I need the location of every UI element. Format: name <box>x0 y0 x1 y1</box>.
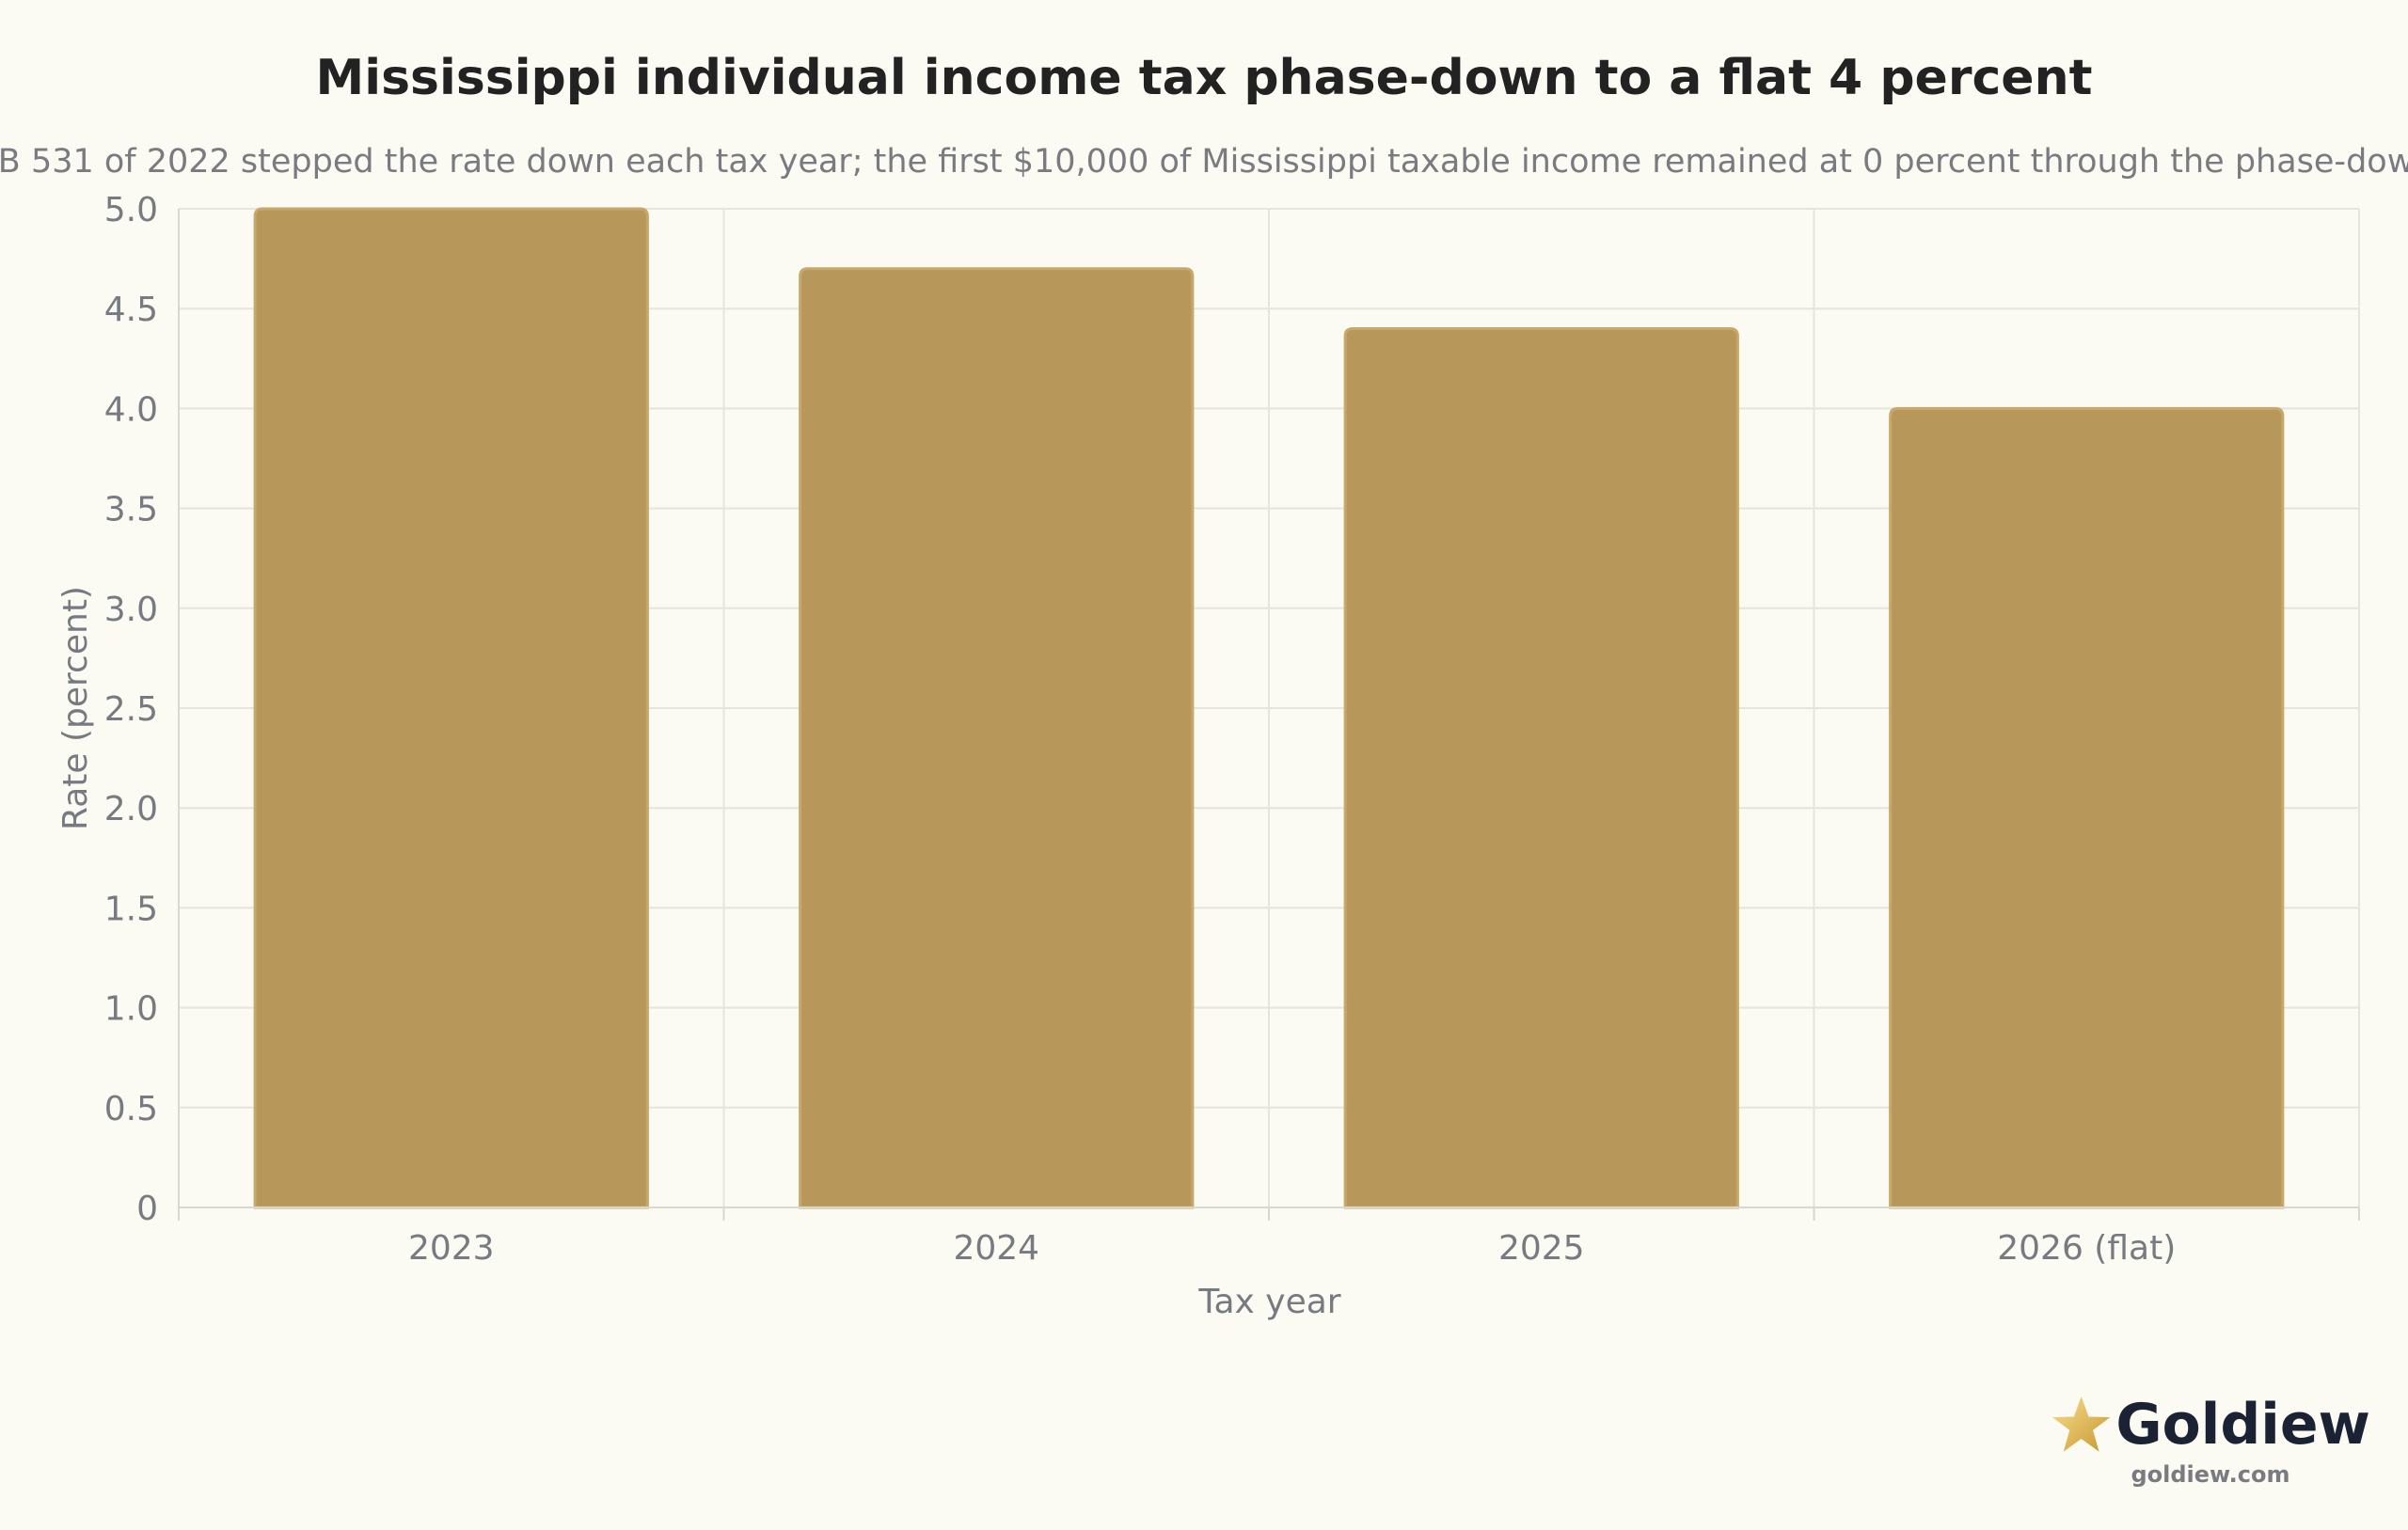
star-icon <box>2052 1396 2111 1452</box>
y-tick-label: 1.5 <box>104 890 158 928</box>
bars <box>253 207 2285 1209</box>
brand-name: Goldiew <box>2115 1392 2370 1458</box>
x-tick-label: 2024 <box>953 1229 1039 1268</box>
x-tick-label: 2023 <box>408 1229 495 1268</box>
y-tick-label: 0 <box>136 1190 158 1228</box>
y-tick-label: 3.5 <box>104 491 158 529</box>
x-axis-label: Tax year <box>1197 1283 1340 1321</box>
brand-url: goldiew.com <box>2131 1461 2290 1488</box>
y-axis-label: Rate (percent) <box>56 586 95 830</box>
y-tick-label: 2.0 <box>104 790 158 828</box>
chart-subtitle: HB 531 of 2022 stepped the rate down eac… <box>0 143 2408 181</box>
x-tick-label: 2026 (flat) <box>1997 1229 2176 1268</box>
bar <box>1343 326 1739 1209</box>
bar <box>1889 406 2285 1209</box>
x-tick-label: 2025 <box>1498 1229 1585 1268</box>
y-tick-label: 1.0 <box>104 990 158 1029</box>
brand-row: Goldiew <box>2051 1392 2370 1458</box>
y-tick-label: 4.0 <box>104 390 158 429</box>
y-tick-label: 5.0 <box>104 191 158 229</box>
y-tick-label: 3.0 <box>104 591 158 629</box>
bar <box>253 207 649 1209</box>
y-tick-label: 2.5 <box>104 690 158 729</box>
bar <box>799 267 1195 1209</box>
chart-title: Mississippi individual income tax phase-… <box>316 50 2093 106</box>
axes: 0 0.5 1.0 1.5 2.0 2.5 3.0 3.5 4.0 4.5 5.0 2023 2024 2… <box>104 191 2360 1268</box>
y-tick-label: 0.5 <box>104 1090 158 1128</box>
brand-logo: Goldiew goldiew.com <box>2051 1392 2370 1488</box>
y-tick-label: 4.5 <box>104 291 158 329</box>
